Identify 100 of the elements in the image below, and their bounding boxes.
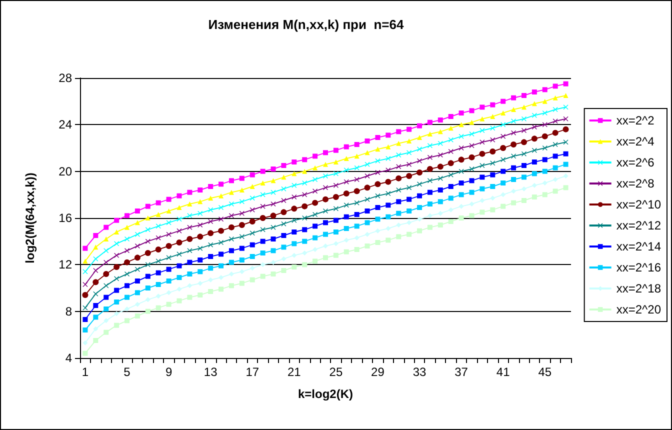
point [333, 206, 338, 212]
point [333, 230, 338, 234]
point [448, 160, 454, 166]
point [176, 228, 182, 234]
point [532, 171, 537, 176]
point [156, 212, 161, 217]
point [354, 188, 360, 194]
point [427, 178, 432, 184]
point [427, 190, 432, 195]
point [281, 221, 286, 226]
point [521, 174, 526, 180]
point [260, 215, 266, 221]
point [145, 297, 150, 302]
point [134, 266, 140, 272]
point [458, 216, 464, 220]
point [292, 171, 297, 176]
point [375, 170, 380, 175]
point [198, 292, 203, 298]
point [511, 95, 516, 100]
point [134, 302, 140, 307]
point [281, 198, 286, 203]
point [375, 146, 380, 152]
point [198, 188, 203, 192]
point [406, 173, 412, 179]
point [156, 258, 161, 264]
point [396, 188, 402, 192]
point [333, 148, 338, 153]
point [218, 263, 224, 268]
point [427, 143, 432, 148]
point [187, 213, 192, 218]
point [344, 156, 349, 161]
point [134, 278, 140, 284]
point [260, 238, 266, 244]
x-tick-label: 45 [538, 365, 552, 379]
point [270, 224, 276, 230]
point [145, 274, 150, 279]
point [417, 216, 422, 222]
point [208, 242, 214, 248]
legend-label: xx=2^10 [616, 198, 662, 212]
point [302, 168, 308, 174]
point [104, 330, 109, 335]
point [448, 207, 454, 212]
point [312, 165, 318, 170]
point [552, 118, 558, 124]
point [124, 318, 130, 324]
point [166, 243, 172, 249]
point [396, 129, 402, 134]
point [114, 252, 120, 258]
point [563, 116, 568, 122]
point [323, 208, 328, 214]
point [270, 190, 276, 195]
point [469, 143, 474, 148]
y-tick-label: 28 [58, 71, 72, 85]
point [82, 305, 88, 310]
x-tick-label: 37 [454, 365, 468, 379]
point [521, 163, 526, 168]
point [396, 140, 402, 146]
point [292, 241, 297, 246]
point [145, 262, 150, 268]
point [448, 137, 454, 142]
point [469, 108, 474, 114]
point [187, 202, 192, 206]
point [406, 208, 412, 214]
point [208, 219, 214, 224]
point [218, 240, 224, 245]
point [187, 283, 192, 288]
point [521, 128, 526, 133]
point [438, 176, 443, 181]
legend-label: xx=2^14 [616, 240, 662, 254]
point [156, 224, 161, 229]
point [238, 222, 245, 228]
point [406, 232, 412, 237]
point [532, 90, 537, 94]
point [228, 272, 234, 276]
point [82, 340, 88, 346]
point [281, 163, 286, 168]
point [114, 218, 120, 223]
point [218, 182, 224, 187]
point [124, 259, 130, 266]
point [417, 205, 422, 210]
point [166, 290, 172, 296]
point [542, 146, 548, 150]
point [166, 196, 172, 202]
point [532, 148, 537, 153]
point [521, 116, 526, 122]
point [552, 142, 558, 147]
point [176, 240, 182, 246]
point [417, 182, 422, 187]
legend-label: xx=2^2 [616, 114, 655, 128]
point [532, 112, 537, 118]
point [448, 219, 454, 224]
point [386, 156, 391, 161]
x-tick-label: 21 [287, 365, 302, 379]
point [480, 198, 485, 203]
point [93, 338, 98, 343]
point [260, 274, 266, 279]
point [250, 172, 255, 178]
point [93, 268, 98, 273]
point [448, 149, 454, 154]
point [124, 248, 130, 254]
